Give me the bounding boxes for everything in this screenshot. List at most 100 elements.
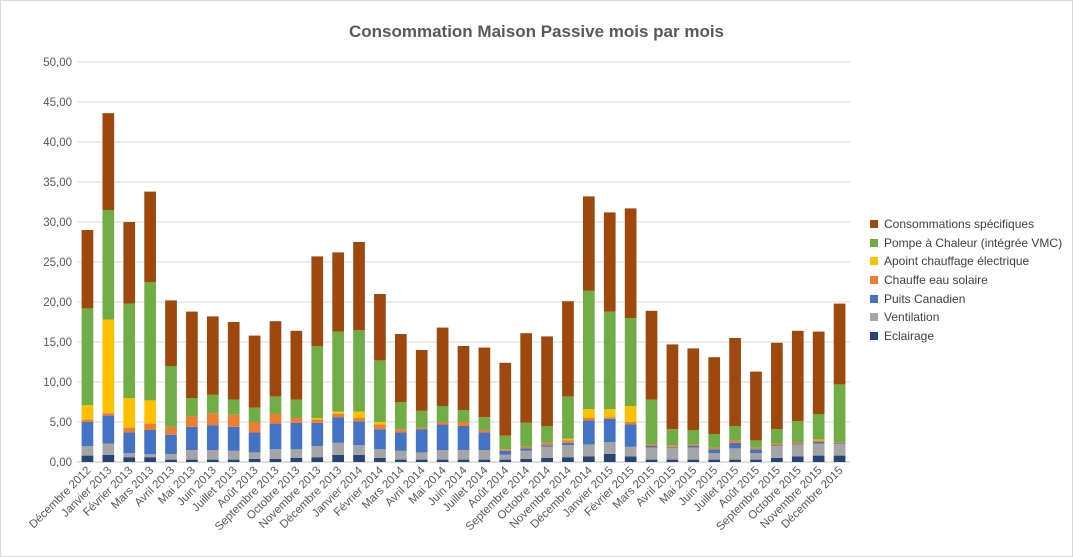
- bar-segment: [415, 459, 428, 462]
- bar-segment: [499, 450, 512, 455]
- bar-segment: [436, 422, 449, 425]
- bar-segment: [624, 446, 637, 457]
- bar-segment: [248, 452, 261, 459]
- bar-segment: [186, 459, 198, 462]
- bar-segment: [227, 414, 240, 427]
- legend-swatch: [870, 294, 878, 303]
- bar-segment: [812, 331, 825, 414]
- bar-segment: [729, 448, 741, 460]
- bar-segment: [687, 459, 700, 462]
- bar-segment: [144, 423, 156, 430]
- bar-segment: [144, 454, 156, 458]
- legend-item: Pompe à Chaleur (intégrée VMC): [870, 234, 1062, 253]
- bar-segment: [708, 453, 721, 460]
- bar-segment: [123, 222, 136, 304]
- bar-segment: [478, 347, 491, 418]
- legend-item: Chauffe eau solaire: [870, 271, 1062, 290]
- bar-segment: [541, 336, 553, 426]
- bar-segment: [394, 450, 407, 460]
- bar-segment: [666, 446, 679, 448]
- bar-segment: [311, 422, 324, 446]
- bar-segment: [541, 458, 553, 462]
- bar-segment: [186, 416, 198, 427]
- bar-segment: [165, 454, 177, 460]
- bar-segment: [374, 458, 386, 462]
- bar-segment: [436, 424, 449, 450]
- bar-segment: [771, 458, 783, 462]
- bar-segment: [729, 442, 741, 449]
- bar-segment: [687, 348, 700, 430]
- bar-segment: [269, 414, 282, 424]
- bar-segment: [812, 442, 825, 444]
- bar-segment: [457, 450, 470, 460]
- y-tick-label: 40,00: [43, 137, 72, 149]
- bar-segment: [457, 346, 470, 410]
- bar-segment: [750, 371, 762, 441]
- bar-segment: [771, 445, 783, 446]
- bar-segment: [269, 396, 282, 414]
- bar-segment: [269, 321, 282, 397]
- bar-segment: [583, 290, 595, 410]
- y-tick-label: 5,00: [50, 417, 72, 429]
- bar-segment: [603, 418, 616, 442]
- bar-segment: [415, 427, 428, 430]
- bar-segment: [144, 457, 156, 462]
- bar-segment: [81, 446, 94, 456]
- bar-segment: [562, 301, 574, 397]
- bar-segment: [81, 405, 94, 420]
- y-tick-label: 45,00: [43, 97, 72, 109]
- bar-segment: [290, 458, 303, 462]
- bar-segment: [645, 447, 658, 460]
- bar-segment: [833, 443, 846, 456]
- bar-segment: [415, 452, 428, 460]
- bar-segment: [436, 327, 449, 406]
- bar-segment: [144, 282, 156, 401]
- bar-segment: [603, 311, 616, 410]
- bar-segment: [102, 443, 115, 455]
- bar-segment: [791, 444, 804, 457]
- bar-segment: [353, 454, 365, 462]
- bar-segment: [248, 458, 261, 462]
- bar-segment: [123, 427, 136, 433]
- bar-segment: [520, 450, 533, 459]
- bar-segment: [123, 398, 136, 428]
- bar-segment: [353, 411, 365, 418]
- legend-item: Eclairage: [870, 327, 1062, 346]
- bar-segment: [353, 330, 365, 412]
- bar-segment: [436, 406, 449, 422]
- bar-segment: [645, 310, 658, 400]
- bar-segment: [248, 335, 261, 408]
- bar-segment: [541, 426, 553, 443]
- bar-segment: [186, 450, 198, 460]
- bar-segment: [478, 432, 491, 450]
- bar-segment: [708, 357, 721, 434]
- bar-segment: [123, 432, 136, 454]
- bar-segment: [624, 208, 637, 318]
- bar-segment: [415, 429, 428, 453]
- bar-segment: [624, 456, 637, 462]
- legend-swatch: [870, 220, 878, 229]
- legend-label: Puits Canadien: [884, 291, 966, 306]
- bar-segment: [206, 394, 219, 414]
- bar-segment: [666, 445, 679, 447]
- bar-segment: [102, 319, 115, 414]
- bar-segment: [81, 422, 94, 446]
- bar-segment: [645, 399, 658, 445]
- bar-segment: [562, 442, 574, 446]
- bar-segment: [81, 230, 94, 309]
- bar-segment: [81, 308, 94, 406]
- bar-segment: [353, 445, 365, 455]
- chart-legend: Consommations spécifiques Pompe à Chaleur…: [870, 215, 1062, 345]
- bar-segment: [81, 455, 94, 462]
- bar-segment: [541, 442, 553, 446]
- bar-segment: [457, 459, 470, 462]
- bar-segment: [165, 366, 177, 427]
- legend-item: Ventilation: [870, 308, 1062, 327]
- bar-segment: [708, 449, 721, 454]
- bar-segment: [332, 454, 344, 462]
- bar-segment: [624, 424, 637, 447]
- bar-segment: [833, 384, 846, 442]
- bar-segment: [478, 417, 491, 430]
- bar-segment: [520, 333, 533, 423]
- bar-segment: [771, 342, 783, 430]
